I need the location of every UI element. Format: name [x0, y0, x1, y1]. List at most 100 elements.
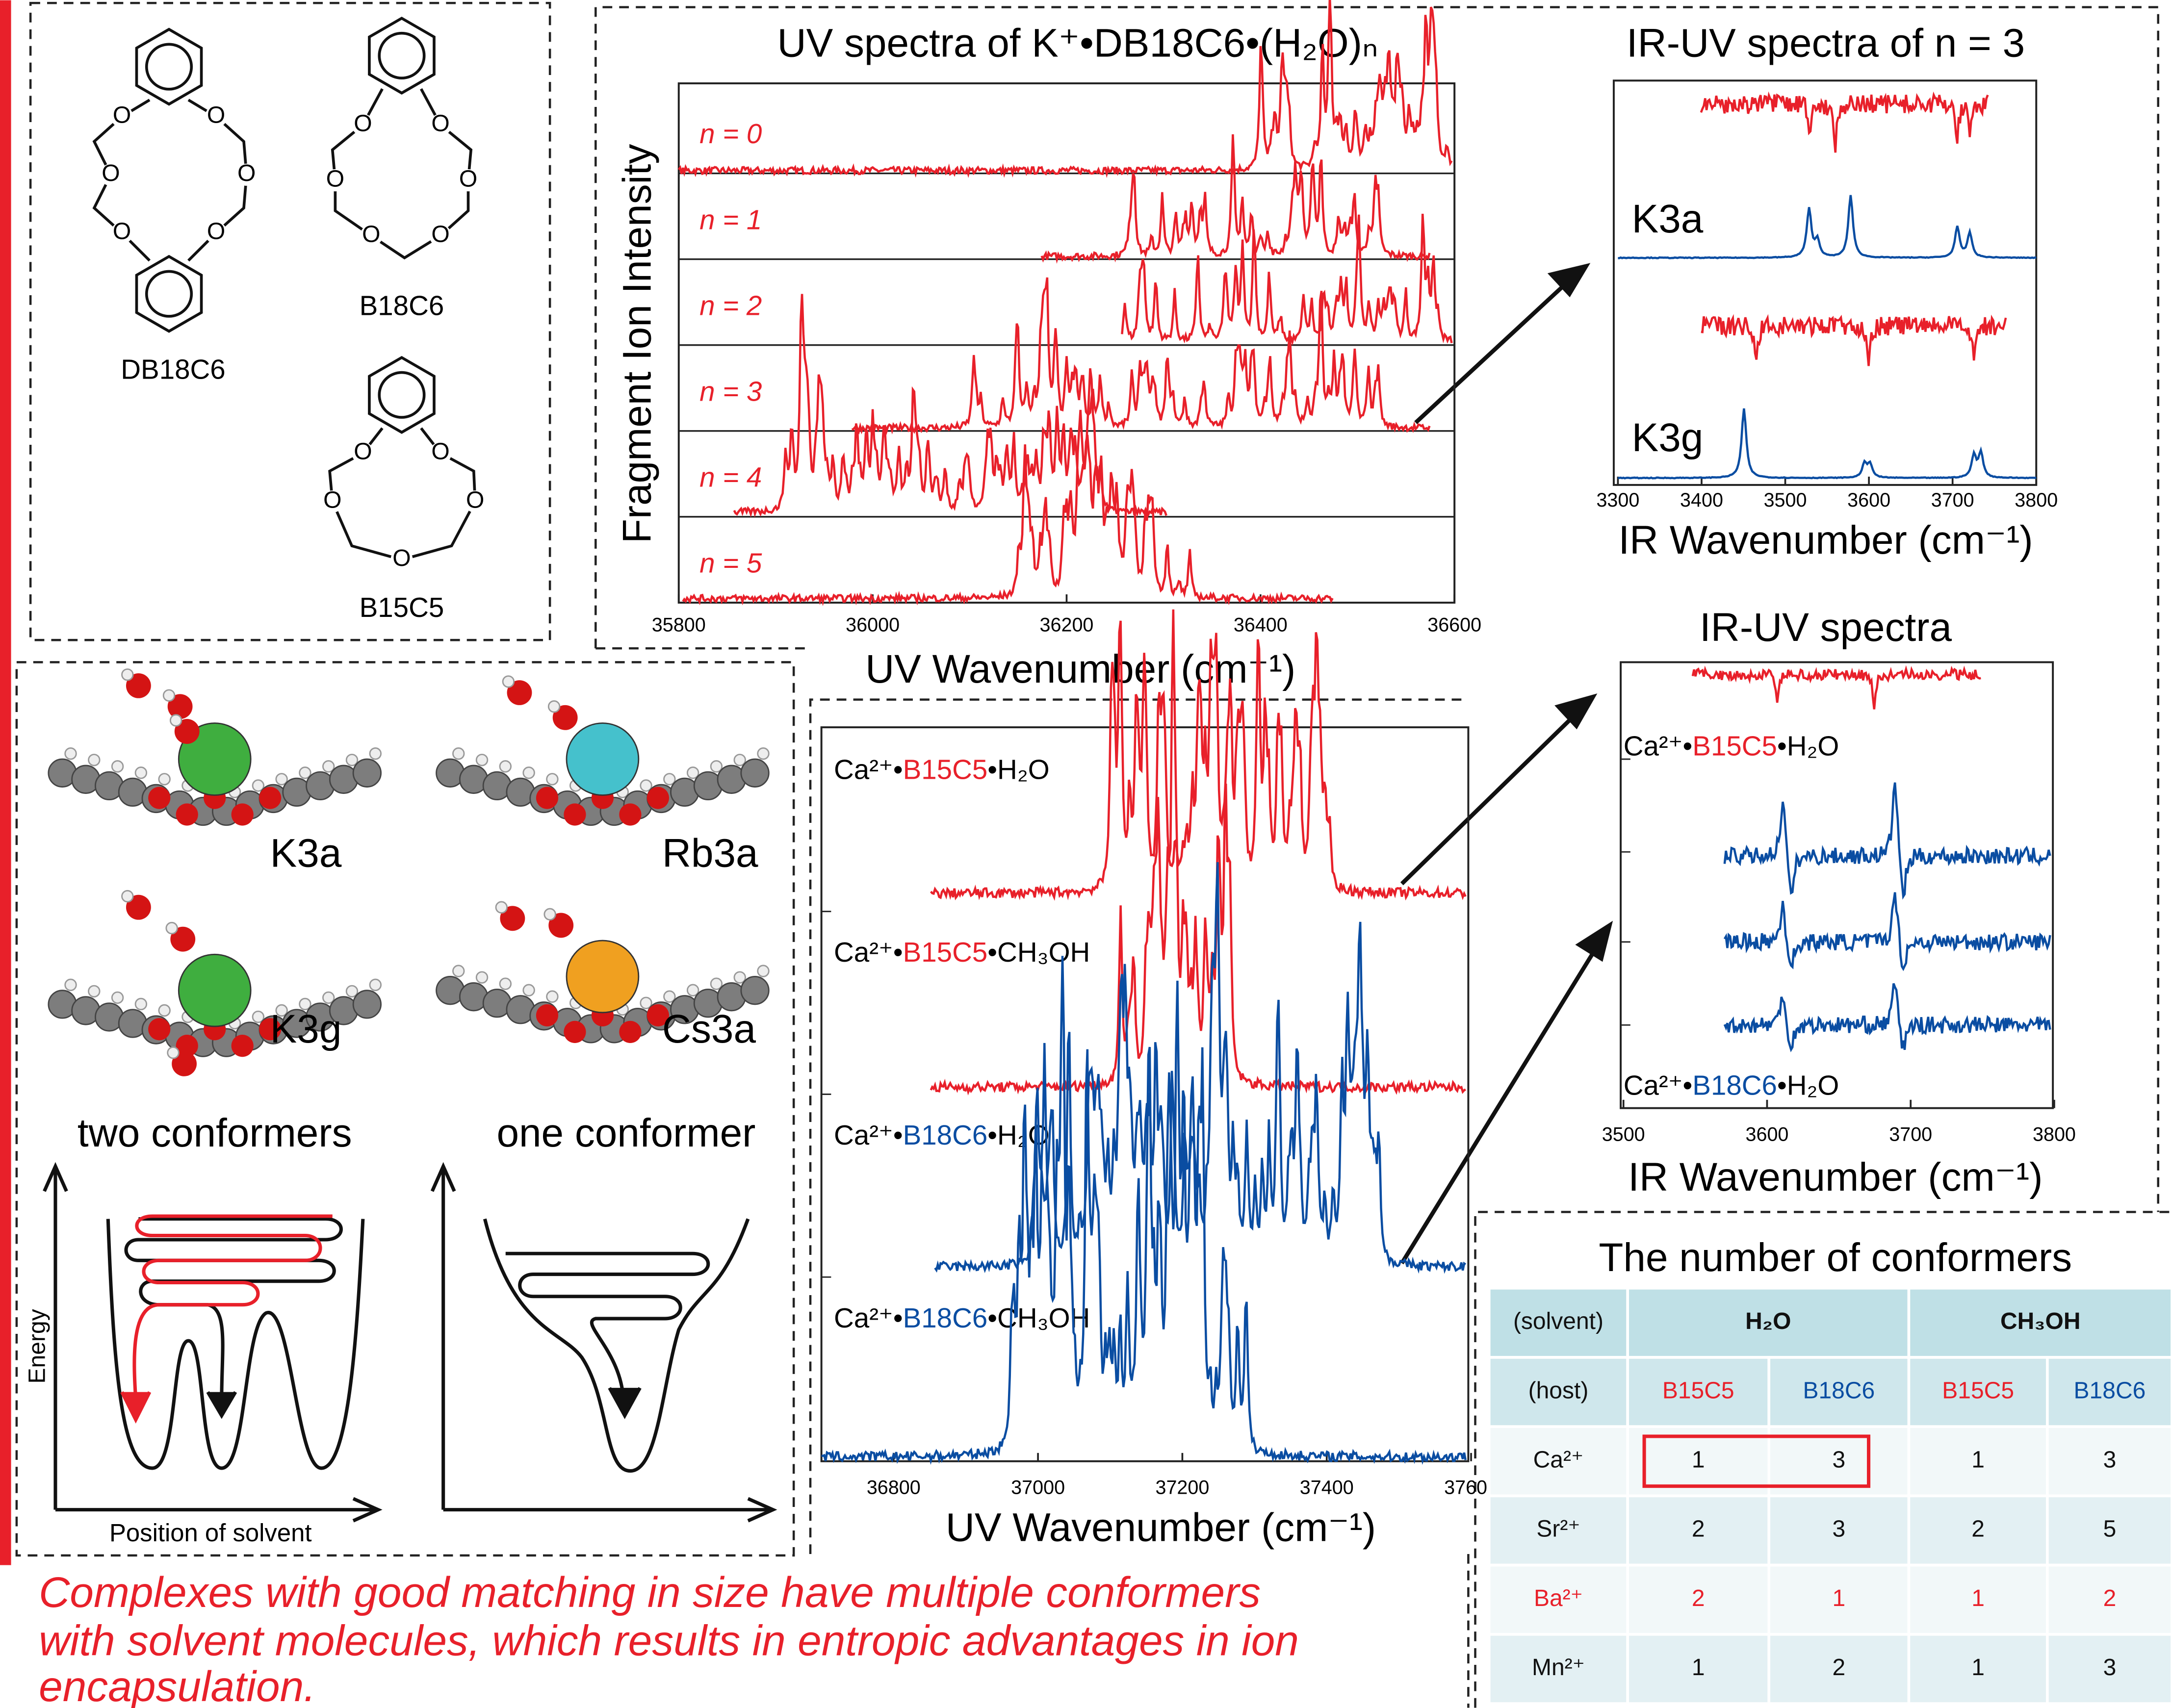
hydrogen	[547, 774, 558, 785]
oxygen: O	[431, 110, 449, 136]
x-axis-label: IR Wavenumber (cm⁻¹)	[1618, 518, 2033, 562]
x-axis-label: IR Wavenumber (cm⁻¹)	[1628, 1155, 2043, 1199]
x-tick-label: 3600	[1745, 1124, 1788, 1146]
table-text: B18C6	[1803, 1377, 1875, 1403]
table-text: 5	[2103, 1516, 2117, 1542]
water-h	[168, 1047, 179, 1058]
table-text: 1	[1971, 1585, 1985, 1611]
hydrogen	[370, 979, 381, 991]
hydrogen	[500, 978, 511, 990]
molecule-box	[30, 3, 550, 640]
caption: two conformers	[78, 1111, 352, 1155]
hydrogen	[547, 991, 558, 1002]
trace-label: Ca²⁺•B15C5•H₂O	[1624, 730, 1839, 761]
trace-label: n = 5	[699, 548, 762, 579]
oxygen: O	[431, 439, 449, 465]
structure-label: K3g	[270, 1007, 342, 1051]
structure-label: Rb3a	[662, 831, 758, 875]
hydrogen	[135, 767, 147, 779]
oxygen: O	[102, 160, 120, 186]
hydrogen	[758, 748, 769, 759]
x-tick-label: 36200	[1040, 614, 1094, 636]
conclusion-line: with solvent molecules, which results in…	[39, 1617, 1299, 1665]
oxygen-atom	[647, 787, 669, 809]
hydrogen	[500, 761, 511, 772]
label-part: Ca²⁺•	[834, 1120, 903, 1150]
table-text: 2	[1971, 1516, 1985, 1542]
label-part: Ca²⁺•	[834, 754, 903, 785]
oxygen: O	[237, 160, 256, 186]
spectrum-trace	[1701, 95, 1988, 153]
hydrogen	[159, 1005, 170, 1016]
oxygen-atom	[232, 1035, 254, 1057]
oxygen: O	[326, 166, 344, 192]
caption: one conformer	[496, 1111, 755, 1155]
structure-label: K3a	[270, 831, 342, 875]
carbon	[353, 991, 381, 1018]
oxygen: O	[207, 219, 225, 245]
benzene-ring	[379, 373, 424, 417]
trace-label: K3g	[1632, 415, 1704, 460]
label-part: Ca²⁺•	[1624, 730, 1693, 761]
oxygen-atom	[536, 1004, 558, 1026]
trace-label: n = 0	[699, 118, 762, 149]
oxygen: O	[113, 219, 131, 245]
table-text: B18C6	[2074, 1377, 2146, 1403]
plot-frame	[679, 83, 1454, 603]
label-part: •H₂O	[987, 1120, 1049, 1150]
oxygen-atom	[536, 787, 558, 809]
oxygen: O	[354, 110, 372, 136]
hydrogen	[89, 754, 100, 765]
oxygen: O	[431, 221, 449, 247]
energy-label: Energy	[25, 1309, 51, 1383]
carbon	[741, 976, 769, 1004]
x-tick-label: 3700	[1889, 1124, 1932, 1146]
conformer-table: (solvent)H₂OCH₃OH(host)B15C5B18C6B15C5B1…	[1489, 1288, 2172, 1704]
energy-diagrams	[44, 1166, 773, 1521]
label-part: B15C5	[903, 937, 988, 968]
hydrogen	[65, 979, 77, 991]
hydrogen	[135, 998, 147, 1010]
ion	[567, 723, 639, 795]
table-text: 1	[1692, 1447, 1705, 1473]
water-h	[548, 701, 560, 712]
table-text: 3	[1832, 1516, 1845, 1542]
table-text: 1	[1971, 1655, 1985, 1681]
table-text: 2	[1832, 1655, 1845, 1681]
plot-frame	[822, 727, 1469, 1461]
label-part: B18C6	[903, 1302, 988, 1333]
conclusion-line: Complexes with good matching in size hav…	[39, 1568, 1261, 1616]
table-text: 2	[1692, 1516, 1705, 1542]
table-title: The number of conformers	[1599, 1235, 2072, 1280]
hydrogen	[523, 767, 535, 779]
label-part: B18C6	[1692, 1070, 1777, 1100]
x-tick-label: 36800	[867, 1477, 921, 1499]
table-text: B15C5	[1662, 1377, 1734, 1403]
spectrum-trace	[935, 862, 1466, 1271]
spectrum-trace	[1693, 669, 1981, 709]
water-h	[163, 690, 175, 701]
label-part: •H₂O	[1777, 730, 1839, 761]
table-text: 3	[1832, 1447, 1845, 1473]
table-text: CH₃OH	[2000, 1308, 2081, 1334]
x-tick-label: 3500	[1764, 489, 1807, 511]
hydrogen	[112, 761, 123, 772]
oxygen: O	[113, 102, 131, 128]
oxygen: O	[323, 487, 341, 513]
trace-label: n = 2	[699, 290, 762, 321]
oxygen-atom	[619, 1021, 641, 1043]
trace-label: n = 3	[699, 376, 762, 407]
water-h	[170, 715, 181, 726]
oxygen: O	[362, 221, 380, 247]
table-text: Ca²⁺	[1533, 1447, 1584, 1473]
ion	[179, 954, 251, 1026]
structure-label: Cs3a	[662, 1007, 756, 1051]
trace-label: n = 4	[699, 462, 762, 493]
label-part: Ca²⁺•	[1624, 1070, 1693, 1100]
trace-label: n = 1	[699, 204, 762, 235]
trace-label: Ca²⁺•B18C6•H₂O	[834, 1120, 1050, 1150]
label-part: •H₂O	[1777, 1070, 1839, 1100]
trace-label: Ca²⁺•B18C6•CH₃OH	[834, 1302, 1090, 1333]
oxygen: O	[354, 439, 372, 465]
benzene-ring	[147, 271, 191, 316]
